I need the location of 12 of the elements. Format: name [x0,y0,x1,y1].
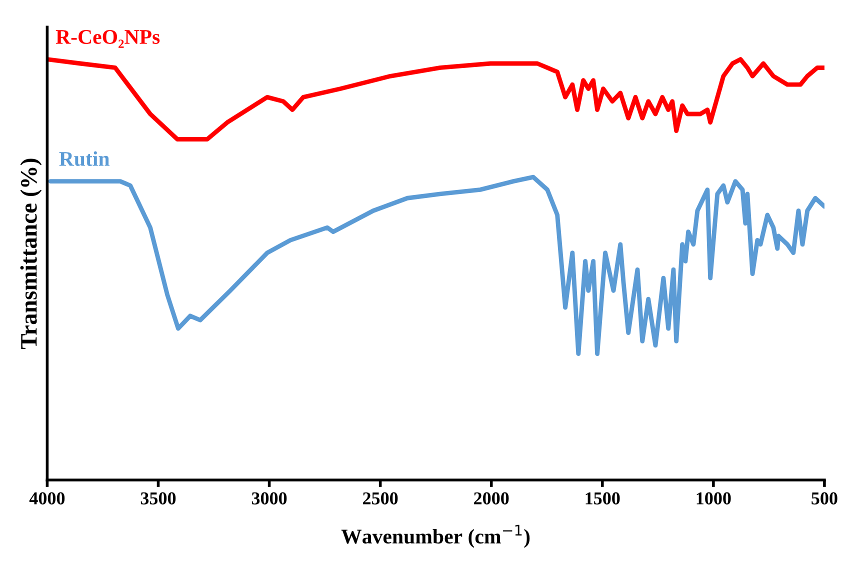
x-tick-label: 1500 [586,492,620,504]
x-tick-label: 500 [812,492,838,504]
series-label: Rutin [59,151,110,166]
x-tick-label: 3500 [140,492,176,504]
series-label: R-CeO₂NPs [56,30,160,48]
x-axis-title: Wavenumber (cm$^{−1}$) [341,524,530,548]
x-tick-label: 4000 [29,492,65,504]
x-tick-label: 1000 [696,492,731,504]
x-tick-label: 2000 [474,492,509,504]
x-tick-label: 2500 [363,492,398,504]
x-tick-label: 3000 [252,492,287,504]
y-axis-title: Transmittance (%) [20,158,42,350]
